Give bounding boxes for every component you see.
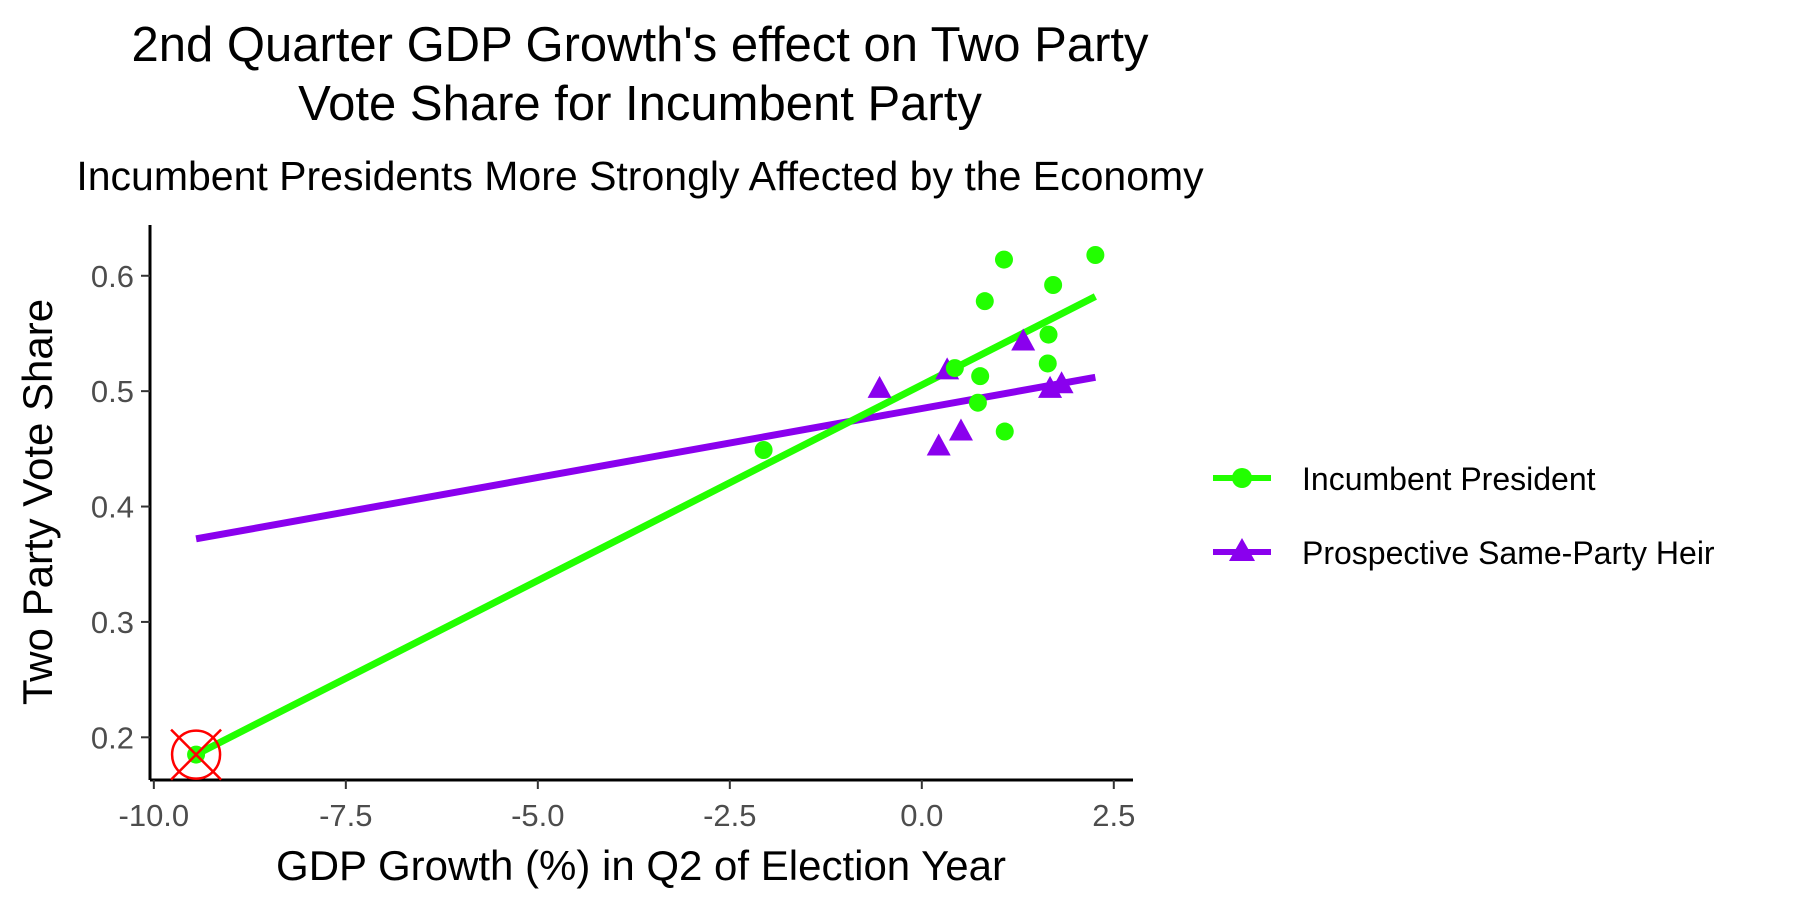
point-incumbent	[1044, 276, 1063, 294]
point-incumbent	[1038, 354, 1057, 373]
x-tick-label: -2.5	[703, 798, 756, 833]
outlier-marker	[170, 728, 222, 781]
point-incumbent	[1039, 325, 1058, 344]
legend-marker-heir	[1229, 538, 1255, 561]
point-incumbent	[995, 422, 1014, 441]
point-heir	[926, 433, 951, 456]
point-incumbent	[975, 292, 994, 311]
y-axis-ticks: 0.2 0.3 0.4 0.5 0.6	[91, 259, 150, 755]
y-tick-label: 0.2	[91, 720, 134, 755]
plot-area	[170, 246, 1105, 781]
y-tick-label: 0.3	[91, 605, 134, 640]
point-incumbent	[945, 359, 964, 378]
point-heir	[948, 418, 973, 441]
chart-title-line-1: 2nd Quarter GDP Growth's effect on Two P…	[131, 18, 1149, 72]
fit-line-heir	[195, 373, 1096, 543]
point-incumbent	[1086, 246, 1105, 264]
y-tick-label: 0.4	[91, 490, 134, 525]
legend-item-incumbent: Incumbent President	[1213, 461, 1596, 497]
point-heir	[867, 375, 892, 398]
legend-marker-incumbent	[1232, 468, 1252, 488]
x-tick-label: -7.5	[319, 798, 372, 833]
legend: Incumbent President Prospective Same-Par…	[1213, 461, 1715, 571]
y-tick-label: 0.6	[91, 259, 134, 294]
chart-subtitle: Incumbent Presidents More Strongly Affec…	[76, 153, 1204, 199]
x-tick-label: 2.5	[1092, 798, 1135, 833]
x-axis-label: GDP Growth (%) in Q2 of Election Year	[276, 842, 1006, 889]
x-tick-label: -5.0	[511, 798, 564, 833]
legend-label-heir: Prospective Same-Party Heir	[1302, 535, 1715, 571]
point-heir	[1011, 328, 1036, 351]
legend-item-heir: Prospective Same-Party Heir	[1213, 535, 1715, 571]
point-incumbent	[968, 393, 987, 412]
chart-title-line-2: Vote Share for Incumbent Party	[298, 77, 982, 131]
y-tick-label: 0.5	[91, 374, 134, 409]
x-tick-label: 0.0	[900, 798, 943, 833]
legend-label-incumbent: Incumbent President	[1302, 461, 1596, 497]
y-axis-label: Two Party Vote Share	[14, 299, 61, 705]
point-incumbent	[994, 250, 1013, 269]
x-axis-ticks: -10.0 -7.5 -5.0 -2.5 0.0 2.5	[119, 780, 1135, 833]
point-incumbent	[971, 367, 990, 386]
x-tick-label: -10.0	[119, 798, 190, 833]
point-heir	[1049, 371, 1074, 394]
point-incumbent	[754, 441, 773, 459]
